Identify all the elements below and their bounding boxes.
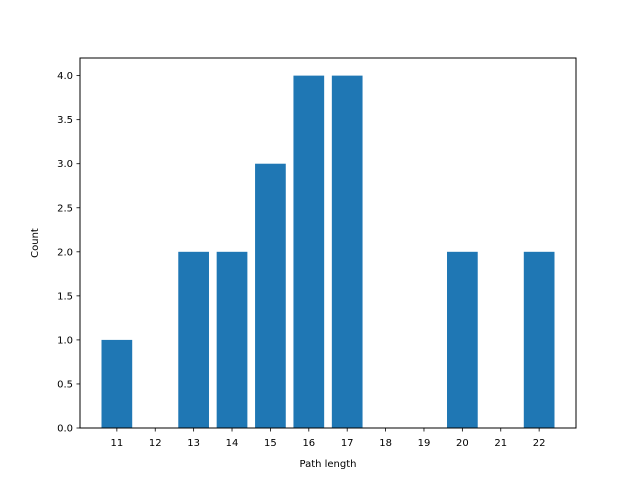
- bars-group: [101, 75, 555, 429]
- x-tick-label: 19: [418, 438, 431, 449]
- x-axis-label: Path length: [299, 459, 356, 470]
- x-tick-label: 21: [494, 438, 507, 449]
- x-tick-label: 12: [149, 438, 162, 449]
- y-tick-label: 0.0: [57, 424, 73, 435]
- x-tick-label: 18: [379, 438, 392, 449]
- bar-20: [447, 251, 478, 428]
- bar-13: [178, 251, 209, 428]
- y-tick-label: 3.0: [57, 159, 73, 170]
- y-tick-label: 2.5: [57, 203, 73, 214]
- y-tick-label: 0.5: [57, 379, 73, 390]
- bar-17: [331, 75, 363, 429]
- bar-16: [293, 75, 325, 429]
- y-tick-label: 4.0: [57, 71, 73, 82]
- x-tick-label: 20: [456, 438, 469, 449]
- plot-frame: [79, 57, 577, 429]
- x-tick-label: 15: [264, 438, 277, 449]
- x-tick-label: 14: [226, 438, 239, 449]
- y-tick-label: 2.0: [57, 247, 73, 258]
- y-tick-label: 1.0: [57, 335, 73, 346]
- y-axis-ticks: 0.0 0.5 1.0 1.5 2.0 2.5 3.0 3.5 4.0: [57, 71, 80, 435]
- bar-14: [216, 251, 248, 428]
- y-tick-label: 1.5: [57, 291, 73, 302]
- x-axis-ticks: 11 12 13 14 15 16 17 18 19 20 21 22: [110, 428, 546, 449]
- x-tick-label: 16: [302, 438, 315, 449]
- y-tick-label: 3.5: [57, 115, 73, 126]
- x-tick-label: 13: [187, 438, 200, 449]
- x-tick-label: 22: [533, 438, 546, 449]
- x-tick-label: 17: [341, 438, 354, 449]
- x-tick-label: 11: [110, 438, 123, 449]
- bar-11: [101, 339, 133, 428]
- bar-15: [255, 163, 286, 428]
- y-axis-label: Count: [30, 228, 41, 258]
- bar-22: [523, 251, 555, 428]
